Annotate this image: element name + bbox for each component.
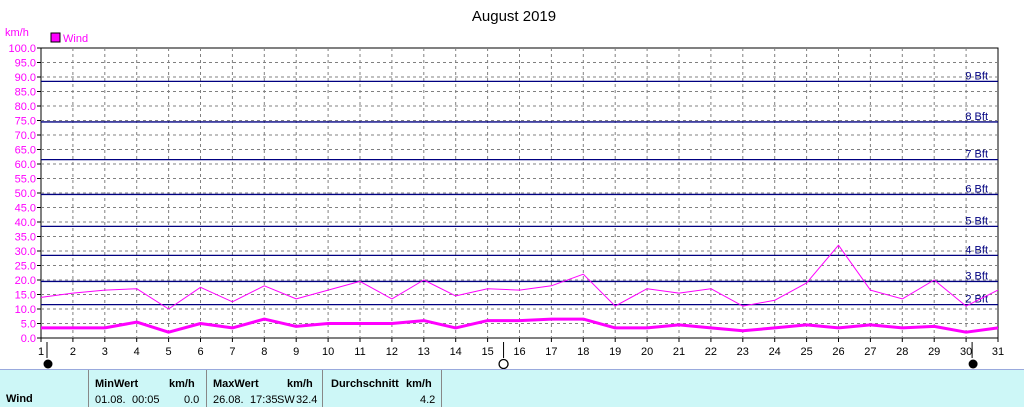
y-tick-label: 40.0 [15,217,36,229]
y-tick-labels: 0.0 5.0 10.0 15.0 20.0 25.0 30.0 35.0 40.0 45.0 50… [8,43,36,345]
y-tick-label: 35.0 [15,232,36,244]
y-tick-label: 50.0 [15,188,36,200]
x-tick-label: 11 [354,346,365,358]
x-tick-label: 22 [705,346,717,358]
x-tick-label: 17 [545,346,557,358]
x-tick-label: 13 [418,346,430,358]
x-tick-label: 6 [197,346,203,358]
x-tick-label: 15 [481,346,493,358]
min-time: 00:05 [132,394,160,406]
y-tick-label: 100.0 [8,43,36,55]
x-tick-label: 2 [70,346,76,358]
x-tick-label: 20 [641,346,653,358]
beaufort-label: 8 Bft [965,111,988,123]
x-tick-label: 25 [800,346,812,358]
max-unit: km/h [287,378,313,390]
x-tick-label: 1 [38,346,44,358]
x-tick-label: 10 [322,346,334,358]
y-tick-label: 45.0 [15,203,36,215]
y-tick-label: 70.0 [15,130,36,142]
x-tick-label: 12 [386,346,398,358]
stats-min-cell: MinWert km/h 01.08. 00:05 0.0 [88,370,207,407]
x-tick-label: 4 [134,346,140,358]
x-tick-label: 30 [960,346,972,358]
x-tick-label: 3 [102,346,108,358]
min-value: 0.0 [184,394,200,406]
beaufort-label: 2 Bft [965,294,988,306]
x-tick-label: 28 [896,346,908,358]
legend-label: Wind [63,33,88,45]
beaufort-label: 7 Bft [965,149,988,161]
x-tick-label: 7 [229,346,235,358]
x-tick-label: 18 [577,346,589,358]
y-tick-label: 10.0 [15,304,36,316]
x-tick-label: 5 [166,346,172,358]
x-tick-label: 14 [450,346,462,358]
y-tick-label: 0.0 [21,333,36,345]
y-tick-label: 95.0 [15,58,36,70]
min-unit: km/h [169,378,195,390]
x-tick-label: 26 [832,346,844,358]
max-time: 17:35 [250,394,278,406]
stats-max-cell: MaxWert km/h 26.08. 17:35 SW 32.4 [206,370,323,407]
x-tick-label: 16 [513,346,525,358]
min-header: MinWert [95,378,139,390]
x-tick-label: 23 [737,346,749,358]
beaufort-label: 9 Bft [965,70,988,82]
beaufort-lines: 2 Bft 3 Bft 4 Bft 5 Bft 6 Bft 7 Bft 8 Bft 9 Bft [41,70,998,306]
beaufort-label: 5 Bft [965,215,988,227]
y-tick-label: 60.0 [15,159,36,171]
chart-title: August 2019 [472,8,556,25]
x-tick-label: 29 [928,346,940,358]
y-tick-label: 55.0 [15,174,36,186]
x-tick-label: 9 [293,346,299,358]
avg-unit: km/h [406,378,432,390]
wind-chart: August 2019 km/h Wind 2 Bft 3 Bft 4 Bft 5 B… [5,8,1004,369]
y-tick-label: 25.0 [15,261,36,273]
series-lines [40,244,999,334]
x-tick-label: 24 [769,346,781,358]
y-tick-label: 30.0 [15,246,36,258]
y-tick-label: 15.0 [15,290,36,302]
max-header: MaxWert [213,378,259,390]
series-line-avg [41,317,999,334]
avg-header: Durchschnitt [331,378,399,390]
series-line-max [40,244,999,310]
y-tick-label: 65.0 [15,145,36,157]
y-tick-label: 20.0 [15,275,36,287]
moon-markers [43,342,978,369]
stats-row-label: Wind [6,393,33,405]
x-tick-label: 31 [992,346,1004,358]
x-tick-label: 8 [261,346,267,358]
max-direction: SW [277,394,295,406]
y-axis-unit: km/h [5,27,29,39]
y-tick-label: 90.0 [15,72,36,84]
grid [37,47,999,342]
y-tick-label: 80.0 [15,101,36,113]
y-tick-label: 75.0 [15,116,36,128]
beaufort-label: 4 Bft [965,244,988,256]
x-tick-label: 21 [673,346,685,358]
x-tick-labels: 1 2 3 4 5 6 7 8 9 10 11 12 13 14 15 16 17 18 19 20 21 22 23 24 2… [38,346,1004,358]
beaufort-label: 3 Bft [965,270,988,282]
full-moon-icon [498,358,509,369]
new-moon-icon [968,359,978,369]
avg-value: 4.2 [420,394,436,406]
x-tick-label: 27 [864,346,876,358]
min-date: 01.08. [95,394,126,406]
stats-avg-cell: Durchschnitt km/h 4.2 [322,370,442,407]
stats-panel: Wind MinWert km/h 01.08. 00:05 0.0 MaxWe… [0,369,1024,407]
max-date: 26.08. [213,394,244,406]
new-moon-icon [43,359,53,369]
max-value: 32.4 [296,394,318,406]
x-tick-label: 19 [609,346,621,358]
beaufort-label: 6 Bft [965,183,988,195]
legend-swatch [50,32,61,43]
y-tick-label: 85.0 [15,87,36,99]
y-tick-label: 5.0 [21,319,36,331]
